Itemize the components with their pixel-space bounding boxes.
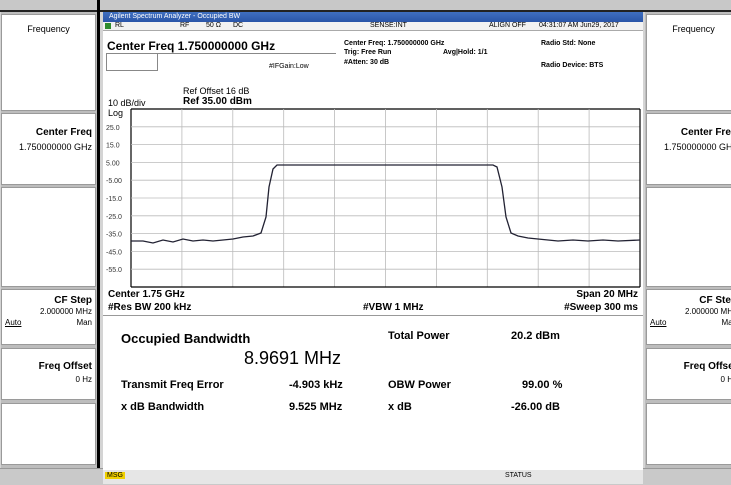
softkey-panel: Frequency Center Freq 1.750000000 GHz CF St… <box>1 12 97 468</box>
y-label: 15.0 <box>106 143 120 150</box>
center: Center 1.75 GHz <box>108 289 185 300</box>
radio-std: Radio Std: None <box>541 40 596 47</box>
trace <box>131 164 641 244</box>
softkey-blank[interactable] <box>646 187 731 287</box>
softkey-column: Frequency Center Freq 1.750000000 GHz CF St… <box>645 12 731 468</box>
softkey[interactable]: Center Freq 1.750000000 GHz <box>646 113 731 185</box>
message-bar <box>103 470 643 484</box>
if-gain: #IFGain:Low <box>269 63 309 70</box>
analyzer-screen: Agilent Spectrum Analyzer - Occupied BW … <box>103 12 643 470</box>
scale: 10 dB/div <box>108 98 146 108</box>
divider <box>97 0 100 484</box>
y-label: 5.00 <box>106 160 120 167</box>
sweep: #Sweep 300 ms <box>564 302 638 313</box>
radio-device: Radio Device: BTS <box>541 62 604 69</box>
y-label: -35.0 <box>106 232 122 239</box>
xdb-bw-label: x dB Bandwidth <box>121 401 205 413</box>
softkey-blank[interactable] <box>646 403 731 465</box>
softkey[interactable]: Freq Offset 0 Hz <box>1 348 96 400</box>
softkey-label: Freq Offset <box>38 361 92 372</box>
timestamp: 04:31:07 AM Jun29, 2017 <box>539 22 619 29</box>
softkey[interactable]: Freq Offset 0 Hz <box>646 348 731 400</box>
y-label: -45.0 <box>106 249 122 256</box>
atten: #Atten: 30 dB <box>344 59 390 66</box>
menu-title: Frequency <box>27 24 70 34</box>
softkey-column: Frequency Center Freq 1.750000000 GHz CF St… <box>1 12 97 468</box>
softkey[interactable]: Frequency <box>1 14 96 111</box>
msg: MSG <box>105 472 125 479</box>
softkey-label: CF Step <box>699 295 731 306</box>
softkey-value: 0 Hz <box>720 375 731 384</box>
top-strip <box>0 0 731 12</box>
obw-power-value: 99.00 % <box>522 379 563 391</box>
xdb-value: -26.00 dB <box>511 401 560 413</box>
softkey[interactable]: Center Freq 1.750000000 GHz <box>1 113 96 185</box>
y-label: 25.0 <box>106 125 120 132</box>
softkey-label: Freq Offset <box>683 361 731 372</box>
man-option: Man <box>76 318 92 327</box>
man-option: Man <box>721 318 731 327</box>
rl: RL <box>115 22 124 29</box>
softkey-label: Center Freq <box>35 127 92 138</box>
occupied-bw-value: 8.9691 MHz <box>244 348 342 368</box>
window-title: Agilent Spectrum Analyzer - Occupied BW <box>103 12 643 22</box>
rbw: #Res BW 200 kHz <box>108 302 192 313</box>
status-row <box>103 22 643 31</box>
total-power-label: Total Power <box>388 330 450 342</box>
total-power-value: 20.2 dBm <box>511 330 560 342</box>
graticule: 25.0 15.0 5.00 -5.00 -15.0 -25.0 -35.0 -45.0 -55… <box>106 108 641 288</box>
softkey-blank[interactable] <box>1 403 96 465</box>
freq-error-label: Transmit Freq Error <box>121 379 224 391</box>
avg-hold: Avg|Hold: 1/1 <box>443 49 488 56</box>
xdb-bw-value: 9.525 MHz <box>289 401 343 413</box>
span: Span 20 MHz <box>576 289 638 300</box>
freq-error-value: -4.903 kHz <box>289 379 343 391</box>
center-freq: Center Freq: 1.750000000 GHz <box>344 40 445 47</box>
vbw: #VBW 1 MHz <box>363 302 424 313</box>
softkey-value: 2.000000 MHz <box>684 307 731 316</box>
obw-power-label: OBW Power <box>388 379 451 391</box>
softkey-value: 2.000000 MHz <box>39 307 92 316</box>
separator <box>103 315 643 316</box>
trig: Trig: Free Run <box>344 49 392 56</box>
ref-offset: Ref Offset 16 dB <box>183 86 250 96</box>
input-box <box>106 53 158 71</box>
y-label: -15.0 <box>106 196 122 203</box>
auto-option: Auto <box>650 318 667 327</box>
softkey-blank[interactable] <box>1 187 96 287</box>
coupling: DC <box>233 22 244 29</box>
softkey-value: 1.750000000 GHz <box>18 142 92 152</box>
y-label: -55.0 <box>106 267 122 274</box>
softkey-value: 0 Hz <box>75 375 92 384</box>
occupied-bw-label: Occupied Bandwidth <box>121 331 251 346</box>
scale-type: Log <box>108 108 124 118</box>
rf: RF <box>180 22 190 29</box>
rule <box>106 53 336 54</box>
softkey[interactable]: Frequency <box>646 14 731 111</box>
align: ALIGN OFF <box>489 22 526 29</box>
auto-option: Auto <box>5 318 22 327</box>
impedance: 50 Ω <box>206 22 221 29</box>
ref-level: Ref 35.00 dBm <box>183 96 252 107</box>
y-label: -5.00 <box>106 178 122 185</box>
xdb-label: x dB <box>388 401 412 413</box>
status: STATUS <box>505 472 532 479</box>
softkey-value: 1.750000000 GHz <box>663 142 731 152</box>
sense: SENSE:INT <box>370 22 407 29</box>
softkey-label: Center Freq <box>680 127 731 138</box>
softkey-panel: Frequency Center Freq 1.750000000 GHz CF St… <box>645 12 731 468</box>
y-label: -25.0 <box>106 214 122 221</box>
center-freq-title: Center Freq 1.750000000 GHz <box>107 39 276 53</box>
softkey-label: CF Step <box>54 295 92 306</box>
menu-title: Frequency <box>672 24 715 34</box>
status-icon <box>105 23 111 29</box>
